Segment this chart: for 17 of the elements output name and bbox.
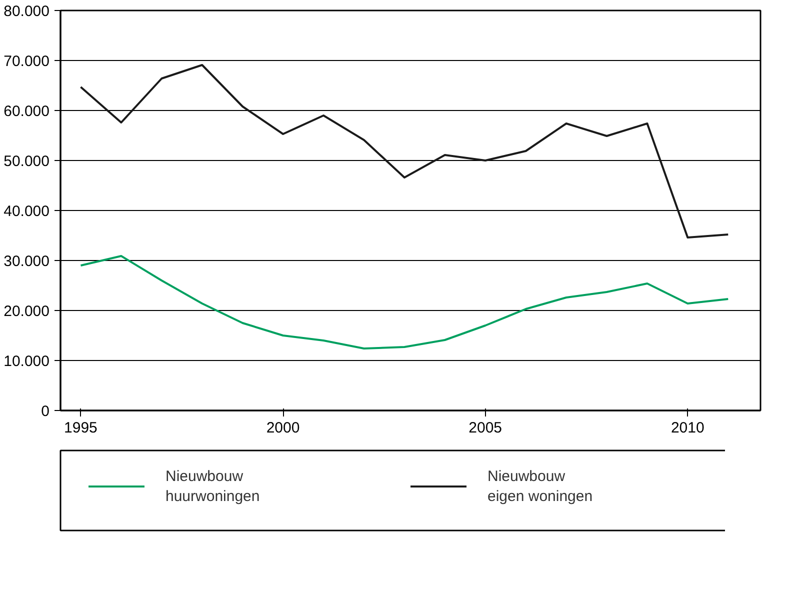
y-tick-label: 80.000 <box>4 3 50 20</box>
y-tick-label: 40.000 <box>4 203 50 220</box>
x-tick-label: 2000 <box>266 420 300 436</box>
legend-label: Nieuwbouw huurwoningen <box>166 468 260 506</box>
y-tick-label: 60.000 <box>4 103 50 120</box>
legend-label: Nieuwbouw eigen woningen <box>488 468 593 506</box>
y-tick-label: 20.000 <box>4 303 50 320</box>
y-tick-label: 50.000 <box>4 153 50 170</box>
line-series <box>80 255 730 350</box>
y-tick-label: 10.000 <box>4 353 50 370</box>
y-tick-label: 30.000 <box>4 253 50 270</box>
x-tick-label: 2010 <box>670 420 704 436</box>
x-tick-label: 2005 <box>468 420 502 436</box>
x-tick-label: 1995 <box>64 420 98 436</box>
y-tick-label: 0 <box>41 403 50 420</box>
y-tick-label: 70.000 <box>4 53 50 70</box>
line-series <box>80 64 730 238</box>
